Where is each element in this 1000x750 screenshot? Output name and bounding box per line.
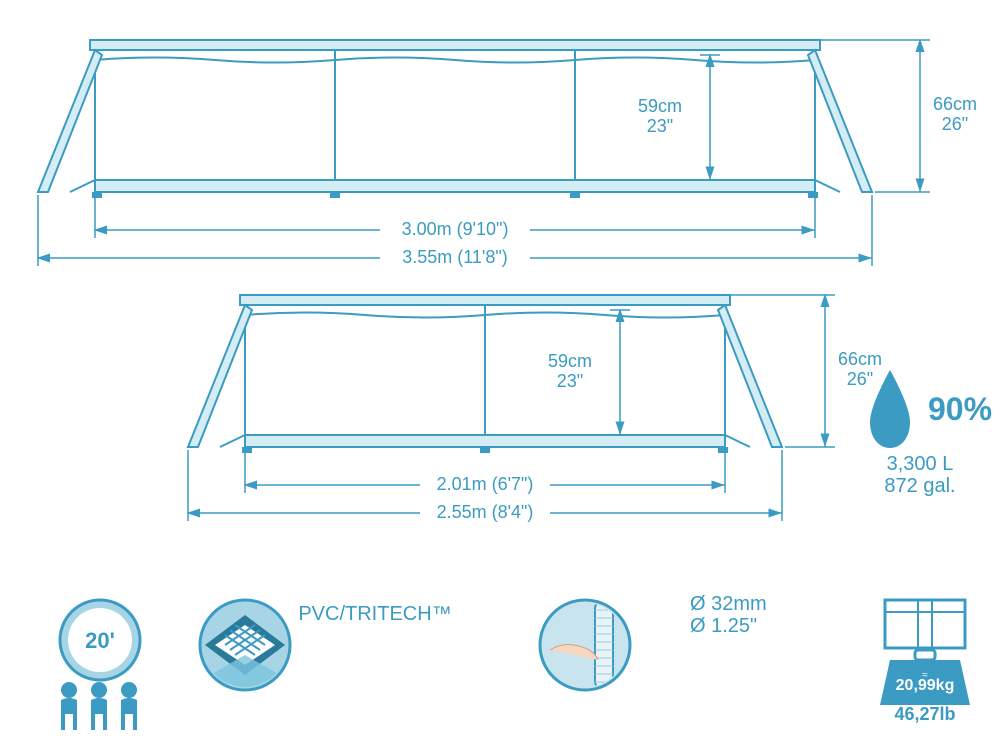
svg-text:26": 26" <box>847 369 873 389</box>
svg-text:59cm: 59cm <box>638 96 682 116</box>
pool-side-view-long: 59cm 23" 66cm 26" 3.00m (9'10") 3.55m (1… <box>38 40 977 268</box>
svg-text:23": 23" <box>557 371 583 391</box>
svg-text:3,300 L: 3,300 L <box>887 453 954 475</box>
people-icon <box>61 682 137 730</box>
pool-dimensions-diagram: 59cm 23" 66cm 26" 3.00m (9'10") 3.55m (1… <box>0 0 1000 750</box>
svg-text:Ø 1.25": Ø 1.25" <box>690 615 757 637</box>
dim-outer-height-1: 66cm 26" <box>820 40 977 192</box>
dim-inner-width-1: 3.00m (9'10") <box>95 195 815 240</box>
svg-text:Ø 32mm: Ø 32mm <box>690 593 767 615</box>
svg-text:872 gal.: 872 gal. <box>884 475 955 497</box>
dim-inner-height-1: 59cm 23" <box>638 55 720 180</box>
svg-text:66cm: 66cm <box>838 349 882 369</box>
svg-text:90%: 90% <box>928 391 992 427</box>
pool-side-view-short: 59cm 23" 66cm 26" 2.01m (6'7") 2.55m (8'… <box>188 295 882 523</box>
dim-inner-width-2: 2.01m (6'7") <box>245 450 725 495</box>
svg-text:3.00m (9'10"): 3.00m (9'10") <box>402 219 509 239</box>
svg-text:46,27lb: 46,27lb <box>894 704 955 724</box>
dim-outer-height-2: 66cm 26" <box>730 295 882 447</box>
dim-inner-height-2: 59cm 23" <box>548 310 630 435</box>
hose-spec: Ø 32mm Ø 1.25" <box>540 593 767 690</box>
setup-time-spec: 20' <box>60 600 140 730</box>
svg-text:2.01m (6'7"): 2.01m (6'7") <box>437 474 534 494</box>
svg-text:2.55m (8'4"): 2.55m (8'4") <box>437 502 534 522</box>
material-spec: PVC/TRITECH™ <box>200 600 452 695</box>
svg-text:3.55m (11'8"): 3.55m (11'8") <box>402 247 508 267</box>
svg-text:23": 23" <box>647 116 673 136</box>
package-icon <box>885 600 965 648</box>
weight-spec: ≈ 20,99kg 46,27lb <box>880 600 970 724</box>
svg-text:20,99kg: 20,99kg <box>896 677 955 694</box>
svg-text:20': 20' <box>85 628 115 653</box>
water-drop-icon <box>870 370 910 448</box>
svg-text:PVC/TRITECH™: PVC/TRITECH™ <box>298 603 451 625</box>
svg-text:26": 26" <box>942 114 968 134</box>
water-capacity: 90% 3,300 L 872 gal. <box>870 370 992 497</box>
svg-text:66cm: 66cm <box>933 94 977 114</box>
svg-text:59cm: 59cm <box>548 351 592 371</box>
